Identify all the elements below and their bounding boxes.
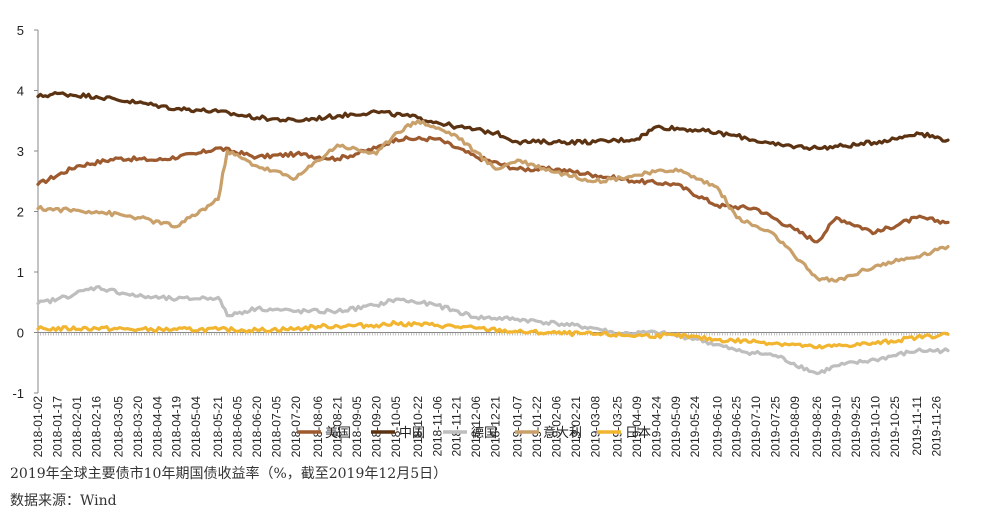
series-lines (36, 91, 950, 376)
x-tick-label: 2018-04-04 (150, 396, 164, 458)
series-line-2 (36, 285, 950, 376)
x-tick-label: 2018-11-06 (430, 396, 444, 457)
x-tick-label: 2018-10-05 (389, 396, 403, 458)
y-tick-label: 5 (17, 23, 24, 38)
y-tick-label: -1 (12, 386, 24, 401)
x-tick-label: 2018-09-05 (350, 396, 364, 458)
x-tick-label: 2019-05-09 (669, 396, 683, 458)
x-tick-label: 2019-03-08 (588, 396, 602, 458)
x-tick-label: 2019-06-25 (730, 396, 744, 458)
x-tick-label: 2018-08-06 (311, 396, 325, 458)
x-tick-label: 2019-09-10 (830, 396, 844, 458)
x-tick-label: 2019-02-06 (550, 396, 564, 458)
series-line-4 (36, 320, 950, 350)
x-tick-label: 2018-01-17 (50, 396, 64, 458)
legend-label: 美国 (325, 426, 351, 441)
x-tick-label: 2019-06-10 (710, 396, 724, 458)
x-tick-label: 2018-05-04 (189, 396, 203, 458)
legend-label: 德国 (471, 426, 497, 441)
x-tick-label: 2018-11-21 (450, 396, 464, 457)
series-line-1 (36, 91, 950, 151)
x-tick-label: 2018-07-05 (270, 396, 284, 458)
x-tick-label: 2018-02-01 (70, 396, 84, 458)
x-tick-label: 2019-10-25 (888, 396, 902, 458)
legend-label: 中国 (399, 426, 425, 441)
x-tick-label: 2018-09-20 (369, 396, 383, 458)
x-tick-label: 2019-04-09 (630, 396, 644, 458)
series-line-3 (36, 119, 950, 283)
y-tick-label: 0 (17, 326, 24, 341)
x-tick-label: 2019-05-24 (688, 396, 702, 458)
legend-label: 意大利 (543, 425, 582, 441)
x-tick-label: 2019-11-11 (910, 396, 924, 456)
y-tick-label: 1 (17, 265, 24, 280)
x-tick-label: 2018-12-21 (489, 396, 503, 458)
x-tick-label: 2018-04-19 (170, 396, 184, 458)
x-tick-label: 2018-06-20 (250, 396, 264, 458)
x-tick-label: 2019-10-10 (868, 396, 882, 458)
x-tick-label: 2019-04-24 (649, 396, 663, 458)
series-line-0 (36, 135, 950, 244)
y-tick-label: 3 (17, 144, 24, 159)
data-source-note: 数据来源：Wind (10, 493, 117, 509)
x-tick-label: 2018-02-16 (89, 396, 103, 458)
chart-caption: 2019年全球主要债市10年期国债收益率（%，截至2019年12月5日） (10, 466, 448, 482)
x-tick-label: 2019-11-26 (929, 396, 943, 457)
y-tick-label: 2 (17, 205, 24, 220)
x-tick-label: 2018-10-22 (411, 396, 425, 458)
x-tick-label: 2018-01-02 (31, 396, 45, 458)
x-tick-label: 2019-03-25 (610, 396, 624, 458)
y-tick-label: 4 (17, 84, 24, 99)
x-tick-label: 2018-08-21 (330, 396, 344, 458)
x-axis: 2018-01-02 2018-01-17 2018-02-01 2018-02-16… (31, 332, 949, 458)
x-tick-label: 2019-09-25 (849, 396, 863, 458)
x-tick-label: 2018-03-20 (131, 396, 145, 458)
x-tick-label: 2018-12-06 (469, 396, 483, 458)
x-tick-label: 2018-07-20 (289, 396, 303, 458)
legend: 美国 中国 德国 意大利 日本 (297, 425, 651, 441)
x-tick-label: 2018-05-21 (211, 396, 225, 458)
x-tick-label: 2019-07-25 (769, 396, 783, 458)
x-tick-label: 2019-01-22 (530, 396, 544, 458)
x-tick-label: 2018-03-05 (111, 396, 125, 458)
legend-label: 日本 (625, 426, 651, 441)
x-tick-label: 2018-06-05 (231, 396, 245, 458)
x-tick-label: 2019-02-21 (569, 396, 583, 458)
y-axis: -1 0 1 2 3 4 5 (12, 23, 39, 401)
x-tick-label: 2019-08-09 (788, 396, 802, 458)
x-tick-label: 2019-07-10 (749, 396, 763, 458)
x-tick-label: 2019-01-07 (511, 396, 525, 458)
x-tick-label: 2019-08-26 (810, 396, 824, 458)
